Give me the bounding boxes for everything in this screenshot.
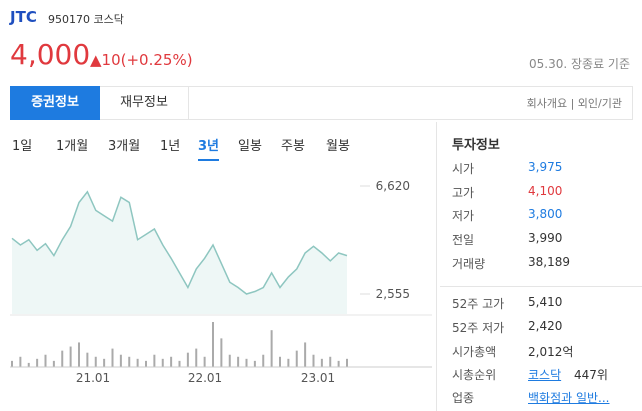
price-line [11, 190, 348, 295]
price: 4,000 [10, 38, 91, 71]
info-value: 2,012억 [528, 345, 574, 359]
info-label: 업종 [452, 391, 475, 405]
links[interactable]: 회사개요 | 외인/기관 [526, 97, 622, 110]
period-button[interactable]: 3년 [198, 135, 220, 161]
volume-bar [153, 354, 156, 367]
volume-bar [78, 342, 80, 367]
volume-bar [253, 360, 256, 367]
volume-bar [270, 330, 273, 367]
volume-bar [237, 356, 240, 367]
volume-bar [228, 354, 231, 367]
info-label: 52주 고가 [452, 297, 505, 311]
info-title: 투자정보 [452, 138, 500, 153]
volume-bar [170, 356, 173, 367]
tab[interactable]: 증권정보 [10, 86, 100, 120]
price-change: ▲10(+0.25%) [90, 51, 193, 69]
volume-bar [212, 322, 214, 367]
volume-bar [27, 362, 30, 367]
info-value: 3,800 [528, 207, 563, 221]
volume-bar [145, 360, 147, 367]
volume-bar [346, 358, 348, 367]
info-label: 시가총액 [452, 345, 497, 359]
period-button[interactable]: 1개월 [56, 139, 89, 154]
volume-bar [245, 358, 248, 367]
info-label: 저가 [452, 209, 475, 223]
volume-bar [61, 350, 64, 367]
volume-bar [36, 358, 39, 367]
period-button[interactable]: 1일 [12, 139, 33, 154]
volume-bar [220, 338, 223, 367]
info-label: 시가 [452, 162, 475, 176]
y-tick-label: 6,620 [376, 179, 410, 193]
divider [436, 122, 437, 411]
info-value: 447위 [574, 368, 608, 382]
info-label: 시총순위 [452, 368, 497, 382]
period-button[interactable]: 3개월 [108, 139, 141, 154]
period-button[interactable]: 월봉 [326, 139, 350, 154]
volume-bar [262, 354, 265, 367]
volume-bar [320, 358, 323, 367]
period-button[interactable]: 일봉 [238, 139, 262, 154]
info-value: 38,189 [528, 255, 570, 269]
info-link[interactable]: 코스닥 [528, 368, 562, 382]
volume-bar [178, 360, 181, 367]
tab-bar [10, 86, 633, 120]
info-value[interactable]: 백화점과 일반... [528, 391, 610, 405]
volume-bar [186, 352, 189, 367]
x-label: 21.01 [76, 371, 110, 385]
separator [440, 286, 642, 287]
volume-bar [69, 346, 72, 367]
info-label: 고가 [452, 186, 475, 200]
volume-bar [195, 348, 198, 367]
volume-bar [94, 356, 97, 367]
y-tick-label: 2,555 [376, 287, 410, 301]
volume-bar [161, 358, 164, 367]
info-value: 2,420 [528, 319, 563, 333]
info-label: 전일 [452, 233, 475, 247]
info-value: 5,410 [528, 295, 563, 309]
info-value: 3,975 [528, 160, 563, 174]
volume-bar [128, 356, 131, 367]
volume-bar [136, 358, 139, 367]
volume-bar [312, 354, 315, 367]
info-label: 52주 저가 [452, 321, 505, 335]
tab[interactable]: 재무정보 [100, 86, 189, 120]
volume-bar [103, 358, 106, 367]
volume-bar [19, 356, 22, 367]
volume-bar [119, 354, 122, 367]
info-value: 4,100 [528, 184, 563, 198]
stock-name[interactable]: JTC [10, 8, 37, 26]
volume-bar [11, 360, 13, 367]
volume-bar [279, 356, 281, 367]
period-button[interactable]: 주봉 [281, 139, 305, 154]
volume-bar [203, 356, 206, 367]
x-label: 23.01 [301, 371, 335, 385]
price-area [12, 191, 347, 314]
info-label: 거래량 [452, 257, 486, 271]
volume-bar [287, 358, 290, 367]
period-button[interactable]: 1년 [160, 139, 181, 154]
volume-bar [337, 360, 340, 367]
stock-code: 950170 코스닥 [48, 13, 124, 26]
volume-bar [52, 360, 55, 367]
volume-bar [329, 356, 332, 367]
volume-bar [304, 342, 307, 367]
volume-bar [86, 352, 89, 367]
volume-bar [111, 348, 114, 367]
volume-bar [44, 354, 47, 367]
basis: 05.30. 장종료 기준 [529, 57, 630, 71]
info-value: 3,990 [528, 231, 563, 245]
volume-bar [295, 350, 298, 367]
x-label: 22.01 [188, 371, 222, 385]
